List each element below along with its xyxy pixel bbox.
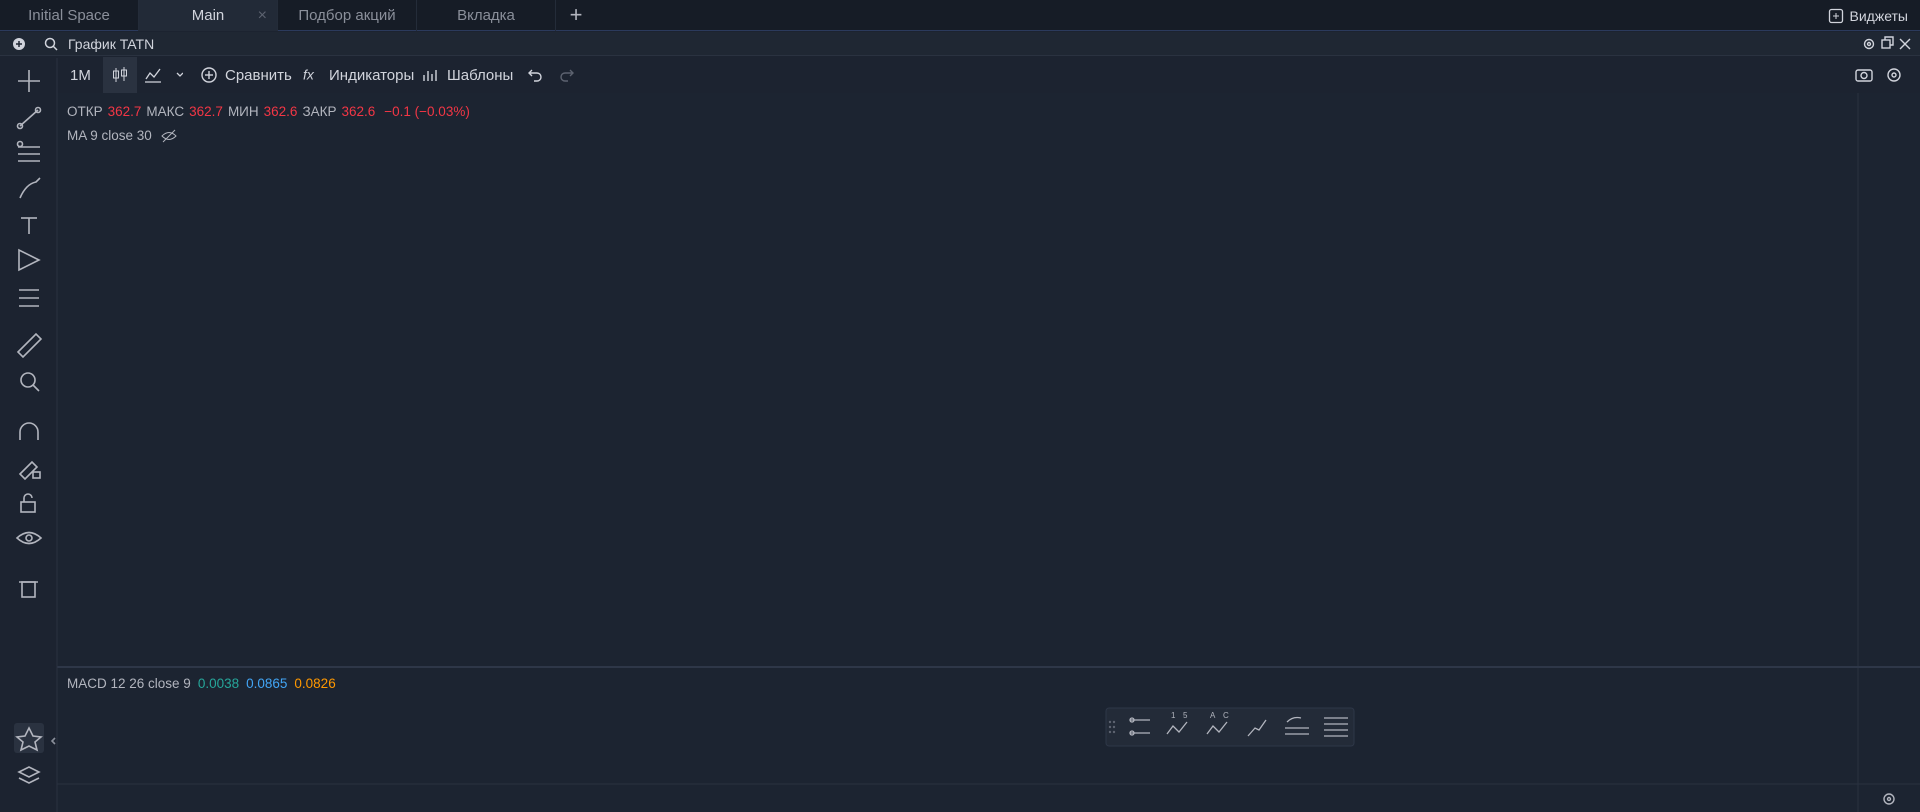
macd-legend[interactable]: MACD 12 26 close 9 0.0038 0.0865 0.0826 xyxy=(67,676,336,691)
magnet-tool[interactable] xyxy=(19,422,39,440)
ohlc-label: ОТКР xyxy=(67,104,103,119)
fp-tool-1[interactable] xyxy=(1129,717,1150,736)
lock-drawings-tool[interactable] xyxy=(18,460,41,481)
ma-label: MA 9 close 30 xyxy=(67,128,152,143)
close-tab[interactable]: × xyxy=(257,6,267,24)
fp-label: A xyxy=(1210,711,1216,720)
text-tool[interactable] xyxy=(21,217,37,234)
chart-background xyxy=(57,93,1920,812)
fib-tool[interactable] xyxy=(16,140,41,162)
close-widget[interactable] xyxy=(1899,38,1911,49)
ohlc-value: 362.6 xyxy=(341,104,376,119)
hidden-icon[interactable] xyxy=(160,129,178,143)
tab-label: Main xyxy=(191,6,225,24)
fp-tool-6[interactable] xyxy=(1324,717,1348,737)
delete-tool[interactable] xyxy=(19,581,38,598)
settings[interactable] xyxy=(1863,38,1875,49)
ohlc-label: ЗАКР xyxy=(302,104,337,119)
widgets-label: Виджеты xyxy=(1849,7,1909,24)
zoom-tool[interactable] xyxy=(20,372,40,392)
widget-title[interactable]: График TATN xyxy=(68,35,155,52)
widgets-icon xyxy=(1828,8,1843,23)
lock-tool[interactable] xyxy=(20,493,36,513)
ruler-tool[interactable] xyxy=(16,332,43,359)
ohlc-change: −0.1 (−0.03%) xyxy=(384,104,470,119)
interval-button[interactable]: 1M xyxy=(70,57,91,93)
compare-button[interactable]: Сравнить xyxy=(200,57,292,93)
trend-line-tool[interactable] xyxy=(16,106,42,130)
tab-label: Подбор акций xyxy=(298,6,396,24)
fp-tool-4[interactable] xyxy=(1247,719,1267,737)
tab[interactable]: Вкладка xyxy=(417,0,556,31)
chart-type-button[interactable] xyxy=(143,57,183,93)
window-controls xyxy=(1863,35,1911,49)
detach[interactable] xyxy=(1881,35,1894,49)
fp-label: C xyxy=(1223,711,1229,720)
macd-value: 0.0038 xyxy=(197,676,240,691)
tab[interactable]: Main × xyxy=(139,0,278,31)
chart-type-icon xyxy=(145,68,183,83)
header-icons xyxy=(13,37,58,51)
macd-value: 0.0865 xyxy=(246,676,288,691)
templates-label: Шаблоны xyxy=(447,66,514,84)
fp-tool-5[interactable] xyxy=(1285,716,1309,735)
prediction-tool[interactable] xyxy=(19,289,39,307)
pattern-tool[interactable] xyxy=(18,248,41,272)
ma-legend[interactable]: MA 9 close 30 xyxy=(67,128,178,143)
add-widget[interactable] xyxy=(13,37,25,50)
chart-settings[interactable] xyxy=(1887,68,1901,82)
candles-icon xyxy=(113,67,127,82)
brush-tool[interactable] xyxy=(19,177,41,199)
compare-label: Сравнить xyxy=(225,66,292,84)
screenshot[interactable] xyxy=(1855,69,1873,82)
fp-label: 1 xyxy=(1171,711,1176,720)
tab-label: Вкладка xyxy=(457,6,515,24)
macd-title: MACD 12 26 close 9 xyxy=(67,676,191,691)
object-tree-tool[interactable] xyxy=(17,766,41,784)
indicators-button[interactable]: fx Индикаторы xyxy=(302,57,414,93)
visibility-tool[interactable] xyxy=(15,531,43,545)
ohlc-label: МАКС xyxy=(146,104,185,119)
compare-icon xyxy=(201,67,217,83)
undo[interactable] xyxy=(528,69,542,82)
ohlc-value: 362.7 xyxy=(107,104,142,119)
left-toolbar[interactable] xyxy=(0,58,58,812)
tab[interactable]: Подбор акций xyxy=(278,0,417,31)
widget-header: График TATN xyxy=(0,32,1920,56)
macd-value: 0.0826 xyxy=(294,676,336,691)
search[interactable] xyxy=(44,37,58,51)
interval-label: 1M xyxy=(70,66,91,84)
fp-tool-3[interactable] xyxy=(1206,721,1228,735)
axis-settings[interactable] xyxy=(1883,793,1895,805)
fp-label: 5 xyxy=(1183,711,1188,720)
widgets-button[interactable]: Виджеты xyxy=(1828,0,1909,31)
candles-button[interactable] xyxy=(103,57,137,93)
indicators-icon: fx xyxy=(303,67,315,83)
redo[interactable] xyxy=(560,69,574,82)
fp-tool-2[interactable] xyxy=(1166,721,1188,735)
ohlc-value: 362.7 xyxy=(189,104,223,119)
svg-text:fx: fx xyxy=(303,67,315,83)
favorites-tool[interactable] xyxy=(15,726,43,752)
tab-bar: Initial Space Main × Подбор акций Вкладка… xyxy=(0,0,1920,31)
ohlc-label: МИН xyxy=(227,104,259,119)
add-tab[interactable]: + xyxy=(569,2,583,27)
ohlc-legend: ОТКР 362.7 МАКС 362.7 МИН 362.6 ЗАКР 362.6 −… xyxy=(67,104,470,119)
templates-button[interactable]: Шаблоны xyxy=(422,57,513,93)
crosshair-tool[interactable] xyxy=(18,70,40,92)
toolbar-right xyxy=(1855,68,1901,82)
chart-toolbar: 1M Сравнить fx Индикаторы Шаблоны xyxy=(0,57,1920,93)
indicators-label: Индикаторы xyxy=(329,66,415,84)
history-buttons xyxy=(528,69,574,82)
ohlc-value: 362.6 xyxy=(263,104,298,119)
floating-toolbar[interactable]: 1 5 A C xyxy=(1105,707,1355,747)
templates-icon xyxy=(423,70,437,81)
tab-label: Initial Space xyxy=(28,6,110,24)
tab[interactable]: Initial Space xyxy=(0,0,139,31)
